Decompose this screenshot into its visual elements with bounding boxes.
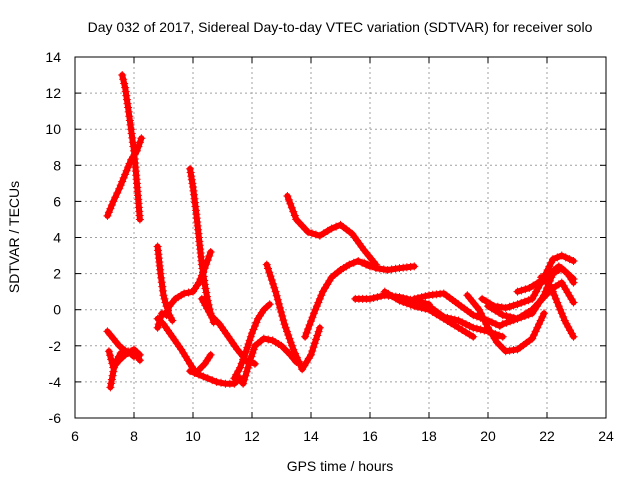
- x-tick-label: 20: [480, 428, 496, 444]
- series-pass-13: [230, 300, 274, 383]
- x-axis-label: GPS time / hours: [287, 458, 394, 474]
- plus-markers: [106, 347, 138, 392]
- x-tick-label: 10: [185, 428, 201, 444]
- y-axis-label: SDTVAR / TECUs: [6, 181, 22, 293]
- series-pass-5: [106, 347, 138, 392]
- x-tick-label: 16: [362, 428, 378, 444]
- y-tick-label: 0: [53, 302, 61, 318]
- series-pass-14: [262, 260, 324, 374]
- plus-markers: [262, 260, 324, 374]
- plus-markers: [230, 300, 274, 383]
- x-tick-label: 22: [539, 428, 555, 444]
- y-tick-label: -4: [49, 374, 62, 390]
- series-pass-1: [118, 71, 144, 224]
- x-tick-label: 8: [130, 428, 138, 444]
- plus-markers: [197, 294, 259, 368]
- plus-markers: [513, 262, 578, 296]
- plus-markers: [301, 256, 374, 341]
- y-tick-label: -6: [49, 410, 62, 426]
- y-tick-label: 10: [45, 121, 61, 137]
- series-pass-27: [513, 262, 578, 296]
- y-tick-label: 14: [45, 49, 61, 65]
- y-tick-label: 6: [53, 193, 61, 209]
- series-pass-10: [197, 294, 259, 368]
- series-pass-25: [498, 278, 578, 329]
- y-tick-label: 8: [53, 157, 61, 173]
- series-pass-12: [233, 334, 301, 388]
- series-pass-22: [463, 291, 549, 356]
- plus-markers: [498, 278, 578, 329]
- y-tick-label: 4: [53, 230, 61, 246]
- y-tick-label: 2: [53, 266, 61, 282]
- x-tick-label: 12: [244, 428, 260, 444]
- x-tick-label: 24: [598, 428, 614, 444]
- x-tick-label: 18: [421, 428, 437, 444]
- y-tick-labels: -6 -4 -2 0 2 4 6 8 10 12 14: [45, 49, 61, 426]
- axis-ticks: [74, 56, 607, 419]
- plus-markers: [463, 291, 549, 356]
- data-series: [103, 71, 578, 392]
- series-pass-15: [301, 256, 374, 341]
- plus-markers: [283, 191, 380, 269]
- plus-markers: [360, 258, 419, 274]
- series-pass-16: [283, 191, 380, 269]
- y-tick-label: 12: [45, 85, 61, 101]
- chart-title: Day 032 of 2017, Sidereal Day-to-day VTE…: [88, 19, 593, 35]
- x-tick-label: 6: [71, 428, 79, 444]
- x-tick-labels: 6 8 10 12 14 16 18 20 22 24: [71, 428, 614, 444]
- series-pass-2: [103, 134, 146, 220]
- y-tick-label: -2: [49, 338, 62, 354]
- grid: [75, 57, 606, 418]
- series-pass-17: [360, 258, 419, 274]
- plus-markers: [103, 134, 146, 220]
- x-tick-label: 14: [303, 428, 319, 444]
